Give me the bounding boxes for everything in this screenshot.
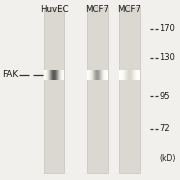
Text: 95: 95 xyxy=(159,92,170,101)
Bar xyxy=(57,70,58,80)
Text: MCF7: MCF7 xyxy=(118,4,142,14)
Bar xyxy=(104,70,105,80)
Bar xyxy=(89,70,90,80)
Bar xyxy=(53,70,54,80)
Bar xyxy=(137,70,138,80)
Bar xyxy=(102,70,103,80)
Bar xyxy=(105,70,106,80)
Bar xyxy=(95,70,96,80)
Bar xyxy=(98,70,99,80)
Text: MCF7: MCF7 xyxy=(85,4,109,14)
Bar xyxy=(125,70,126,80)
Bar xyxy=(92,70,93,80)
Bar xyxy=(52,70,53,80)
Bar xyxy=(99,70,100,80)
Text: (kD): (kD) xyxy=(159,154,176,163)
Text: 130: 130 xyxy=(159,53,175,62)
Bar xyxy=(122,70,123,80)
Bar xyxy=(90,70,91,80)
Bar xyxy=(125,70,126,80)
Bar xyxy=(120,70,121,80)
Bar xyxy=(61,70,62,80)
Bar xyxy=(124,70,125,80)
Bar xyxy=(124,70,125,80)
Bar xyxy=(103,70,104,80)
Bar xyxy=(100,70,101,80)
Bar xyxy=(104,70,105,80)
Bar xyxy=(97,70,98,80)
Bar xyxy=(138,70,139,80)
Text: 72: 72 xyxy=(159,124,170,133)
Bar xyxy=(48,70,49,80)
Bar xyxy=(63,70,64,80)
Bar xyxy=(58,70,59,80)
Bar xyxy=(44,70,45,80)
Bar xyxy=(101,70,102,80)
Bar xyxy=(49,70,50,80)
Text: FAK: FAK xyxy=(2,70,18,79)
Bar xyxy=(93,70,94,80)
Bar xyxy=(133,70,134,80)
Bar xyxy=(96,70,97,80)
Bar xyxy=(52,70,53,80)
Bar xyxy=(127,70,128,80)
Bar xyxy=(87,70,88,80)
Bar xyxy=(45,70,46,80)
Text: 170: 170 xyxy=(159,24,175,33)
Bar xyxy=(88,70,89,80)
Bar xyxy=(136,70,137,80)
Bar xyxy=(121,70,122,80)
Bar xyxy=(55,70,56,80)
Bar xyxy=(49,70,50,80)
Bar xyxy=(119,7,140,173)
Bar xyxy=(119,70,120,80)
Bar xyxy=(94,70,95,80)
Bar xyxy=(135,70,136,80)
Bar xyxy=(54,70,55,80)
Bar xyxy=(126,70,127,80)
Bar xyxy=(56,70,57,80)
Bar xyxy=(132,70,133,80)
Text: HuvEC: HuvEC xyxy=(40,4,68,14)
Bar xyxy=(88,70,89,80)
Bar xyxy=(107,70,108,80)
Bar xyxy=(62,70,63,80)
Bar xyxy=(103,70,104,80)
Bar xyxy=(134,70,135,80)
Bar xyxy=(128,70,129,80)
Bar xyxy=(106,70,107,80)
Bar xyxy=(59,70,60,80)
Bar xyxy=(130,70,131,80)
Bar xyxy=(123,70,124,80)
Bar xyxy=(50,70,51,80)
Bar xyxy=(44,7,64,173)
Bar xyxy=(91,70,92,80)
Bar xyxy=(47,70,48,80)
Bar xyxy=(60,70,61,80)
Bar xyxy=(46,70,47,80)
Bar xyxy=(101,70,102,80)
Bar xyxy=(53,70,54,80)
Bar xyxy=(91,70,92,80)
Bar xyxy=(87,7,108,173)
Bar xyxy=(131,70,132,80)
Bar xyxy=(127,70,128,80)
Bar xyxy=(105,70,106,80)
Bar xyxy=(51,70,52,80)
Bar xyxy=(137,70,138,80)
Bar xyxy=(139,70,140,80)
Bar xyxy=(129,70,130,80)
